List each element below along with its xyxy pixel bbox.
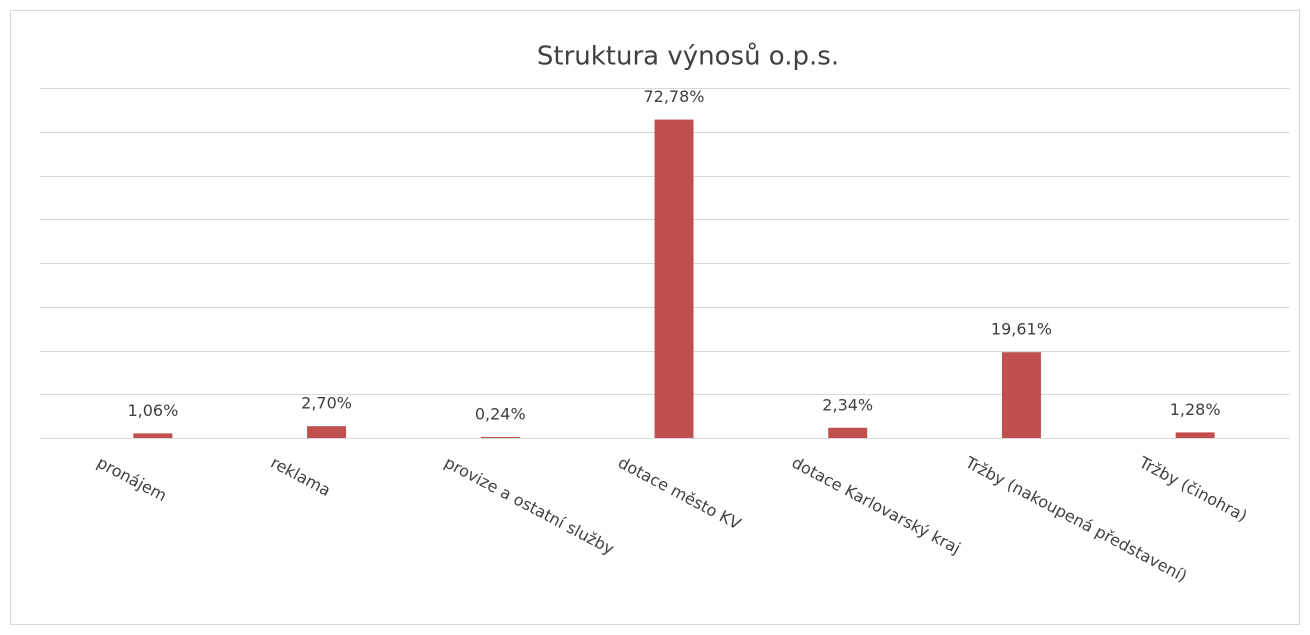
- bar: [307, 426, 347, 438]
- data-label: 2,70%: [301, 394, 352, 413]
- data-label: 19,61%: [991, 320, 1052, 339]
- data-label: 72,78%: [643, 87, 704, 106]
- bar: [828, 427, 868, 438]
- data-label: 2,34%: [822, 395, 873, 414]
- chart-title: Struktura výnosů o.p.s.: [537, 42, 839, 72]
- bar: [654, 119, 694, 439]
- data-label: 1,28%: [1170, 400, 1221, 419]
- bar: [1001, 352, 1041, 438]
- bar: [1175, 432, 1215, 438]
- data-label: 0,24%: [475, 404, 526, 423]
- data-label: 1,06%: [127, 401, 178, 420]
- bar: [480, 436, 520, 438]
- bar: [133, 433, 173, 438]
